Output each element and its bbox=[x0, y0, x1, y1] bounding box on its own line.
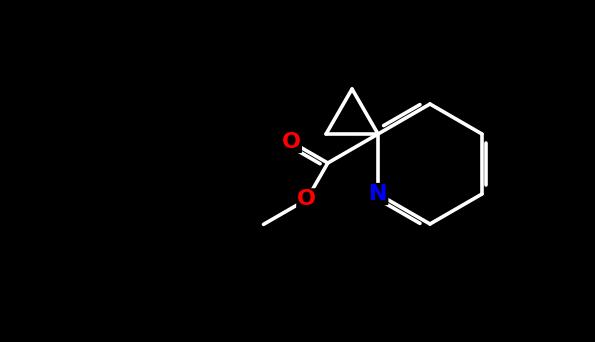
Text: O: O bbox=[298, 189, 317, 209]
Text: O: O bbox=[282, 132, 301, 152]
Text: N: N bbox=[369, 184, 387, 204]
